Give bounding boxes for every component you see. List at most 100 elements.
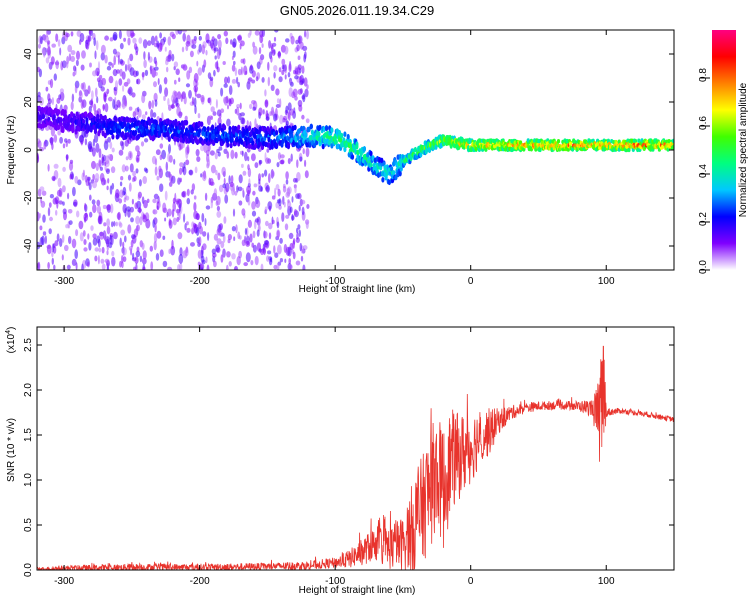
spectrogram-y-label: Frequency (Hz) <box>6 116 17 185</box>
heatmap-noise-cell <box>264 99 269 108</box>
heatmap-noise-cell <box>185 44 189 52</box>
heatmap-noise-cell <box>37 66 41 73</box>
heatmap-noise-cell <box>275 184 280 191</box>
heatmap-noise-cell <box>55 209 58 216</box>
heatmap-noise-cell <box>220 254 224 263</box>
heatmap-noise-cell <box>151 155 157 165</box>
heatmap-noise-cell <box>193 72 199 83</box>
heatmap-noise-cell <box>254 30 260 36</box>
heatmap-noise-cell <box>81 50 86 59</box>
heatmap-noise-cell <box>178 202 182 212</box>
heatmap-noise-cell <box>299 75 302 83</box>
heatmap-noise-cell <box>284 45 289 55</box>
heatmap-noise-cell <box>153 92 158 102</box>
heatmap-noise-cell <box>191 227 195 235</box>
heatmap-noise-cell <box>39 225 43 231</box>
heatmap-noise-cell <box>194 105 197 115</box>
heatmap-noise-cell <box>227 76 231 84</box>
heatmap-noise-cell <box>199 225 203 235</box>
heatmap-noise-cell <box>64 244 69 252</box>
heatmap-noise-cell <box>301 114 305 120</box>
heatmap-ridge-cell <box>346 133 350 140</box>
heatmap-noise-cell <box>297 99 303 107</box>
heatmap-noise-cell <box>74 84 78 94</box>
heatmap-noise-cell <box>78 91 83 99</box>
heatmap-noise-cell <box>118 30 122 40</box>
heatmap-noise-cell <box>188 169 193 176</box>
heatmap-noise-cell <box>196 156 201 163</box>
heatmap-noise-cell <box>281 69 285 76</box>
snr-plot-area <box>37 327 674 570</box>
heatmap-noise-cell <box>70 50 76 56</box>
spectrogram-heatmap <box>37 30 674 270</box>
heatmap-noise-cell <box>133 266 137 270</box>
heatmap-noise-cell <box>218 146 223 151</box>
heatmap-noise-cell <box>120 176 124 181</box>
heatmap-noise-cell <box>297 55 301 61</box>
heatmap-noise-cell <box>158 165 162 173</box>
heatmap-noise-cell <box>267 76 270 87</box>
heatmap-noise-cell <box>277 244 282 255</box>
heatmap-noise-cell <box>287 72 291 78</box>
heatmap-noise-cell <box>92 237 98 246</box>
heatmap-noise-cell <box>301 199 306 205</box>
heatmap-noise-cell <box>168 248 171 254</box>
heatmap-noise-cell <box>61 60 67 69</box>
heatmap-noise-cell <box>292 240 296 249</box>
heatmap-noise-cell <box>181 166 185 173</box>
heatmap-noise-cell <box>99 172 105 182</box>
heatmap-noise-cell <box>258 222 261 231</box>
heatmap-noise-cell <box>180 94 183 103</box>
heatmap-noise-cell <box>122 256 127 262</box>
heatmap-noise-cell <box>121 164 126 173</box>
heatmap-noise-cell <box>222 183 227 189</box>
figure-title: GN05.2026.011.19.34.C29 <box>280 3 434 18</box>
heatmap-noise-cell <box>231 78 237 84</box>
heatmap-noise-cell <box>57 177 62 188</box>
heatmap-noise-cell <box>205 256 208 264</box>
heatmap-noise-cell <box>268 205 272 212</box>
heatmap-noise-cell <box>67 138 71 144</box>
heatmap-ridge-cell <box>251 140 255 146</box>
heatmap-noise-cell <box>168 49 172 57</box>
heatmap-noise-cell <box>263 240 269 245</box>
y-tick-label: 0.5 <box>23 518 34 532</box>
x-tick-label: -300 <box>54 276 74 287</box>
heatmap-ridge-cell <box>568 141 573 147</box>
heatmap-noise-cell <box>181 46 185 53</box>
heatmap-noise-cell <box>106 88 110 95</box>
heatmap-ridge-cell <box>230 137 234 143</box>
heatmap-noise-cell <box>234 266 237 270</box>
heatmap-noise-cell <box>200 173 203 178</box>
heatmap-ridge-cell <box>247 125 252 131</box>
heatmap-noise-cell <box>131 198 134 205</box>
heatmap-noise-cell <box>102 104 105 112</box>
heatmap-noise-cell <box>129 53 134 62</box>
heatmap-noise-cell <box>247 164 250 171</box>
heatmap-noise-cell <box>51 43 56 48</box>
heatmap-noise-cell <box>175 97 179 107</box>
heatmap-noise-cell <box>298 205 301 212</box>
heatmap-noise-cell <box>109 37 114 42</box>
heatmap-noise-cell <box>238 112 242 121</box>
heatmap-noise-cell <box>159 32 163 39</box>
heatmap-noise-cell <box>216 210 222 218</box>
heatmap-ridge-cell <box>566 147 570 152</box>
heatmap-noise-cell <box>55 33 59 42</box>
heatmap-noise-cell <box>188 89 192 99</box>
heatmap-noise-cell <box>198 236 202 246</box>
heatmap-noise-cell <box>103 140 109 151</box>
heatmap-noise-cell <box>111 256 116 267</box>
heatmap-noise-cell <box>80 82 84 90</box>
heatmap-noise-cell <box>247 219 252 228</box>
heatmap-noise-cell <box>201 212 205 223</box>
heatmap-noise-cell <box>261 173 265 178</box>
heatmap-noise-cell <box>186 70 191 80</box>
heatmap-noise-cell <box>276 162 280 168</box>
heatmap-noise-cell <box>70 101 74 111</box>
heatmap-noise-cell <box>167 36 172 46</box>
heatmap-noise-cell <box>205 49 208 56</box>
heatmap-ridge-cell <box>296 135 300 141</box>
heatmap-noise-cell <box>75 229 79 237</box>
heatmap-noise-cell <box>217 172 221 181</box>
